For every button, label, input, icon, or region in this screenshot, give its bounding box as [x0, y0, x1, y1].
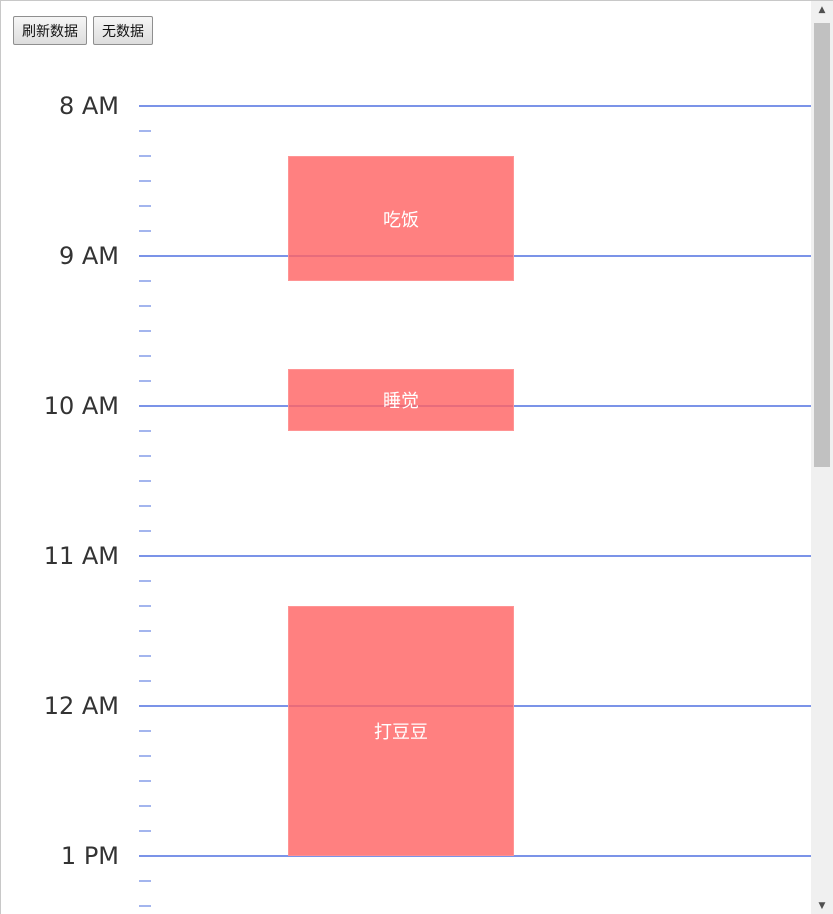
- event-label: 吃饭: [383, 209, 419, 231]
- minor-tick: [139, 830, 151, 832]
- minor-tick: [139, 205, 151, 207]
- minor-tick: [139, 905, 151, 907]
- refresh-data-button[interactable]: 刷新数据: [13, 16, 87, 45]
- minor-tick: [139, 280, 151, 282]
- minor-tick: [139, 655, 151, 657]
- event-block[interactable]: 打豆豆: [288, 606, 514, 856]
- timeline: 8 AM 9 AM 10 AM 11 AM 12 AM 1 PM 吃饭睡觉打豆豆: [1, 1, 812, 914]
- minor-tick: [139, 355, 151, 357]
- scroll-thumb[interactable]: [814, 23, 830, 467]
- hour-label: 9 AM: [58, 242, 119, 270]
- event-label: 睡觉: [383, 390, 419, 412]
- minor-tick: [139, 455, 151, 457]
- event-label: 打豆豆: [374, 722, 428, 743]
- event-block[interactable]: 吃饭: [288, 156, 514, 281]
- minor-tick: [139, 805, 151, 807]
- hour-label: 12 AM: [43, 692, 119, 720]
- minor-tick: [139, 305, 151, 307]
- event-block[interactable]: 睡觉: [288, 368, 514, 431]
- hour-label: 10 AM: [43, 392, 119, 420]
- hour-label: 1 PM: [60, 842, 119, 870]
- no-data-button[interactable]: 无数据: [93, 16, 153, 45]
- minor-tick: [139, 480, 151, 482]
- minor-tick: [139, 230, 151, 232]
- scroll-up-icon[interactable]: ▲: [818, 5, 826, 15]
- minor-tick: [139, 155, 151, 157]
- minor-tick: [139, 680, 151, 682]
- hour-gridline: [139, 855, 812, 857]
- minor-tick: [139, 880, 151, 882]
- hour-gridline: [139, 555, 812, 557]
- minor-tick: [139, 755, 151, 757]
- minor-tick: [139, 530, 151, 532]
- hour-gridline: [139, 105, 812, 107]
- minor-tick: [139, 130, 151, 132]
- hour-label: 11 AM: [43, 542, 119, 570]
- minor-tick: [139, 380, 151, 382]
- minor-tick: [139, 180, 151, 182]
- minor-tick: [139, 580, 151, 582]
- minor-tick: [139, 780, 151, 782]
- toolbar: 刷新数据 无数据: [13, 16, 153, 45]
- minor-tick: [139, 730, 151, 732]
- hour-label: 8 AM: [58, 92, 119, 120]
- minor-tick: [139, 430, 151, 432]
- scroll-down-icon[interactable]: ▼: [818, 901, 826, 911]
- minor-tick: [139, 330, 151, 332]
- vertical-scrollbar[interactable]: ▲ ▼: [811, 1, 833, 914]
- minor-tick: [139, 605, 151, 607]
- minor-tick: [139, 630, 151, 632]
- minor-tick: [139, 505, 151, 507]
